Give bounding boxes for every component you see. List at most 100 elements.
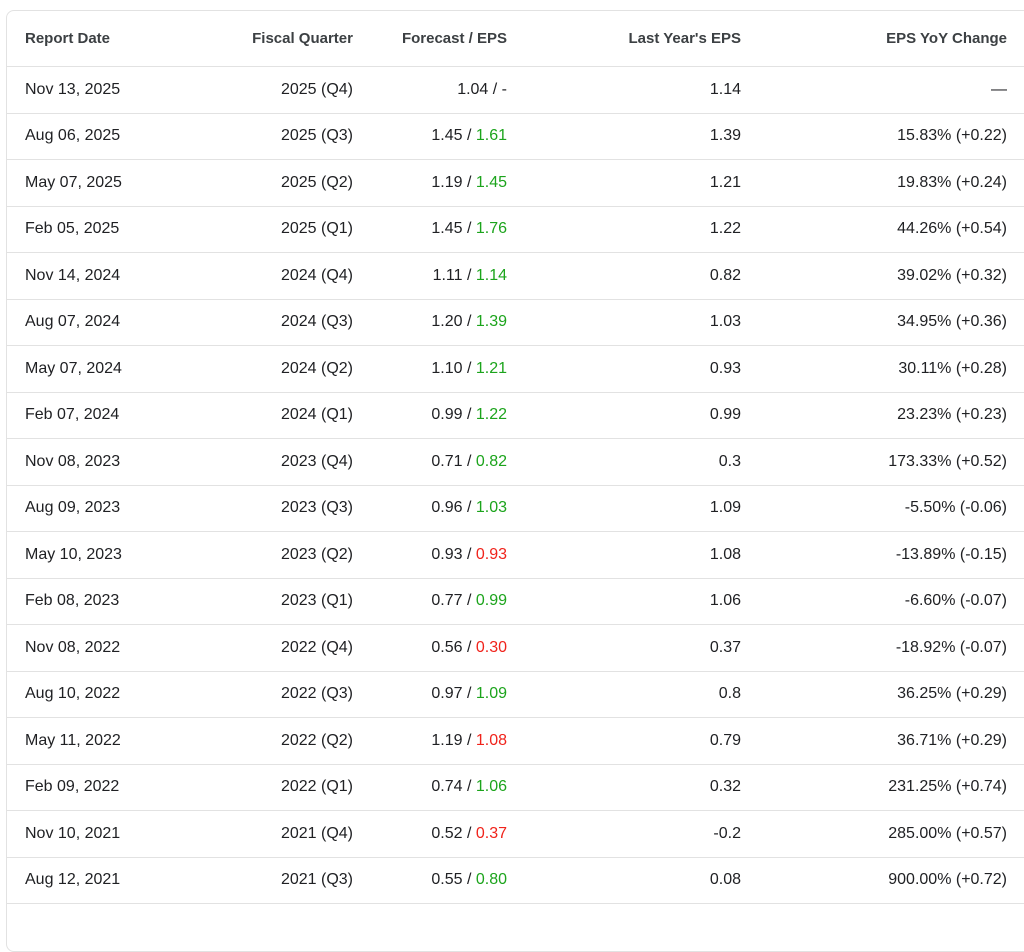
yoy-change-cell: 900.00% (+0.72): [888, 871, 1007, 889]
fiscal-quarter-cell: 2025 (Q3): [280, 127, 353, 145]
last-year-eps-cell: 0.32: [709, 778, 741, 796]
forecast-value: 1.11: [432, 266, 463, 284]
fiscal-quarter-cell: 2025 (Q4): [280, 80, 353, 98]
last-year-eps-cell: 0.3: [718, 452, 741, 470]
eps-actual-value: 0.99: [475, 592, 507, 610]
table-row: Aug 06, 2025 2025 (Q3) 1.45 / 1.61 1.39 …: [7, 114, 1024, 160]
eps-actual-value: 1.08: [475, 731, 507, 749]
last-year-eps-cell: 1.22: [709, 220, 741, 238]
table-row: May 07, 2024 2024 (Q2) 1.10 / 1.21 0.93 …: [7, 346, 1024, 393]
forecast-value: 0.56: [431, 638, 463, 656]
forecast-eps-cell: 1.20 / 1.39: [353, 313, 507, 331]
forecast-value: 1.45: [431, 220, 463, 238]
last-year-eps-cell: 1.21: [709, 173, 741, 191]
forecast-value: 1.10: [431, 359, 463, 377]
forecast-eps-cell: 1.11 / 1.14: [353, 267, 507, 285]
last-year-eps-cell: 0.37: [709, 638, 741, 656]
last-year-eps-cell: 0.8: [718, 685, 741, 703]
earnings-history-table: Report Date Fiscal Quarter Forecast / EP…: [6, 10, 1024, 952]
forecast-value: 0.97: [431, 685, 463, 703]
table-row: Nov 08, 2022 2022 (Q4) 0.56 / 0.30 0.37 …: [7, 625, 1024, 672]
table-row: Aug 12, 2021 2021 (Q3) 0.55 / 0.80 0.08 …: [7, 858, 1024, 904]
forecast-value: 0.74: [431, 778, 463, 796]
last-year-eps-cell: 0.93: [709, 359, 741, 377]
last-year-eps-cell: 1.08: [709, 545, 741, 563]
forecast-eps-cell: 0.56 / 0.30: [353, 639, 507, 657]
last-year-eps-cell: -0.2: [713, 824, 741, 842]
fiscal-quarter-cell: 2023 (Q4): [280, 452, 353, 470]
eps-actual-value: -: [501, 80, 507, 98]
forecast-eps-separator: /: [462, 452, 476, 470]
yoy-change-cell: 44.26% (+0.54): [897, 220, 1007, 238]
fiscal-quarter-cell: 2023 (Q3): [280, 499, 353, 517]
yoy-change-cell: -5.50% (-0.06): [904, 499, 1007, 517]
forecast-value: 0.55: [431, 871, 463, 889]
column-header-report-date: Report Date: [25, 30, 111, 47]
report-date-cell: Nov 08, 2023: [25, 452, 121, 470]
report-date-cell: May 07, 2025: [25, 173, 122, 191]
table-row: Feb 07, 2024 2024 (Q1) 0.99 / 1.22 0.99 …: [7, 393, 1024, 439]
forecast-eps-separator: /: [462, 220, 476, 238]
forecast-eps-separator: /: [462, 127, 476, 145]
yoy-change-cell: -6.60% (-0.07): [904, 592, 1007, 610]
report-date-cell: Aug 12, 2021: [25, 871, 121, 889]
table-header-row: Report Date Fiscal Quarter Forecast / EP…: [7, 11, 1024, 67]
forecast-eps-separator: /: [462, 266, 476, 284]
report-date-cell: Nov 14, 2024: [25, 266, 121, 284]
forecast-value: 1.04: [457, 80, 489, 98]
eps-actual-value: 1.61: [475, 127, 507, 145]
table-row: Aug 09, 2023 2023 (Q3) 0.96 / 1.03 1.09 …: [7, 486, 1024, 532]
forecast-value: 0.99: [431, 406, 463, 424]
report-date-cell: Nov 13, 2025: [25, 80, 121, 98]
forecast-eps-separator: /: [462, 499, 476, 517]
last-year-eps-cell: 1.09: [709, 499, 741, 517]
report-date-cell: Aug 10, 2022: [25, 685, 121, 703]
yoy-change-cell: 39.02% (+0.32): [897, 266, 1007, 284]
report-date-cell: Feb 08, 2023: [25, 592, 120, 610]
table-row: Feb 09, 2022 2022 (Q1) 0.74 / 1.06 0.32 …: [7, 765, 1024, 811]
yoy-change-cell: 19.83% (+0.24): [897, 173, 1007, 191]
eps-actual-value: 1.45: [475, 173, 507, 191]
forecast-eps-separator: /: [462, 173, 476, 191]
last-year-eps-cell: 1.03: [709, 313, 741, 331]
last-year-eps-cell: 1.39: [709, 127, 741, 145]
table-row: Nov 13, 2025 2025 (Q4) 1.04 / - 1.14 —: [7, 67, 1024, 114]
eps-actual-value: 0.80: [475, 871, 507, 889]
column-header-fiscal-quarter: Fiscal Quarter: [252, 30, 353, 47]
forecast-eps-cell: 0.99 / 1.22: [353, 406, 507, 424]
forecast-eps-separator: /: [462, 313, 476, 331]
table-body: Nov 13, 2025 2025 (Q4) 1.04 / - 1.14 — A…: [7, 67, 1024, 904]
fiscal-quarter-cell: 2023 (Q1): [280, 592, 353, 610]
table-row: May 11, 2022 2022 (Q2) 1.19 / 1.08 0.79 …: [7, 718, 1024, 765]
forecast-eps-separator: /: [462, 731, 476, 749]
report-date-cell: Nov 10, 2021: [25, 824, 121, 842]
eps-actual-value: 0.93: [475, 545, 507, 563]
eps-actual-value: 1.76: [475, 220, 507, 238]
forecast-eps-cell: 1.45 / 1.76: [353, 220, 507, 238]
forecast-value: 0.52: [431, 824, 463, 842]
table-row: Aug 07, 2024 2024 (Q3) 1.20 / 1.39 1.03 …: [7, 300, 1024, 346]
yoy-change-cell: 36.25% (+0.29): [897, 685, 1007, 703]
forecast-value: 0.96: [431, 499, 463, 517]
eps-actual-value: 1.39: [475, 313, 507, 331]
report-date-cell: Aug 07, 2024: [25, 313, 121, 331]
table-row: Nov 08, 2023 2023 (Q4) 0.71 / 0.82 0.3 1…: [7, 439, 1024, 486]
report-date-cell: May 07, 2024: [25, 359, 122, 377]
table-row: May 10, 2023 2023 (Q2) 0.93 / 0.93 1.08 …: [7, 532, 1024, 579]
forecast-eps-separator: /: [462, 359, 476, 377]
forecast-eps-cell: 0.96 / 1.03: [353, 499, 507, 517]
forecast-eps-separator: /: [462, 685, 476, 703]
eps-actual-value: 1.22: [475, 406, 507, 424]
fiscal-quarter-cell: 2024 (Q4): [280, 266, 353, 284]
yoy-change-cell: 34.95% (+0.36): [897, 313, 1007, 331]
report-date-cell: May 11, 2022: [25, 731, 121, 749]
table-row: Nov 10, 2021 2021 (Q4) 0.52 / 0.37 -0.2 …: [7, 811, 1024, 858]
fiscal-quarter-cell: 2024 (Q1): [280, 406, 353, 424]
forecast-value: 1.19: [431, 731, 463, 749]
yoy-change-cell: 36.71% (+0.29): [897, 731, 1007, 749]
eps-actual-value: 1.03: [475, 499, 507, 517]
report-date-cell: Feb 07, 2024: [25, 406, 120, 424]
forecast-value: 0.77: [431, 592, 463, 610]
last-year-eps-cell: 0.82: [709, 266, 741, 284]
forecast-eps-cell: 1.45 / 1.61: [353, 127, 507, 145]
